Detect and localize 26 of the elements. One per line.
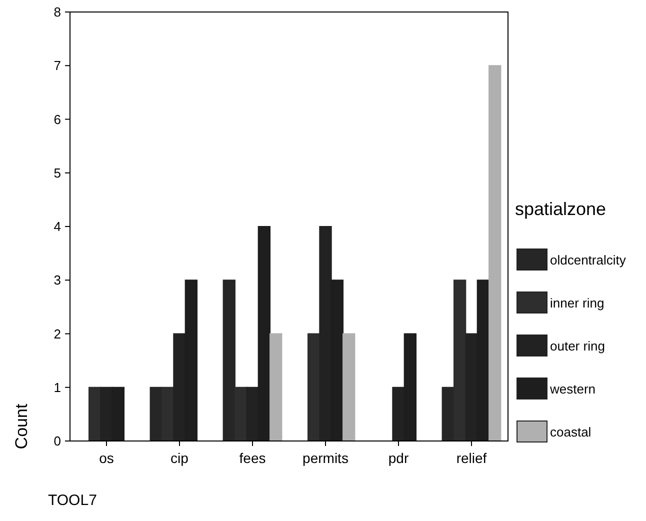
x-tick-label: pdr [388,450,409,466]
legend-label: outer ring [550,338,605,354]
legend-label: oldcentralcity [550,252,626,268]
y-tick-label: 3 [54,272,61,288]
x-tick-label: os [99,450,114,466]
legend-label: western [549,382,596,397]
y-tick-label: 6 [54,112,61,127]
y-tick-label: 7 [54,58,61,74]
x-tick-label: permits [302,450,348,466]
legend-title: spatialzone [515,199,606,219]
y-tick-label: 0 [54,434,61,449]
legend-label: coastal [550,424,592,440]
x-tick-label: fees [239,450,266,466]
x-tick-label: relief [456,450,487,466]
x-tick-label: cip [170,450,189,466]
y-tick-label: 5 [54,165,61,180]
text: TOOL7 [48,492,97,509]
bar [270,333,282,442]
y-tick-label: 2 [54,326,61,342]
legend-label: inner ring [550,296,604,311]
y-axis-title: Count [12,404,31,450]
y-tick-label: 1 [54,380,61,395]
y-tick-label: 8 [54,4,61,20]
bar [342,333,356,442]
bar [488,65,502,442]
y-tick-label: 4 [54,219,61,234]
